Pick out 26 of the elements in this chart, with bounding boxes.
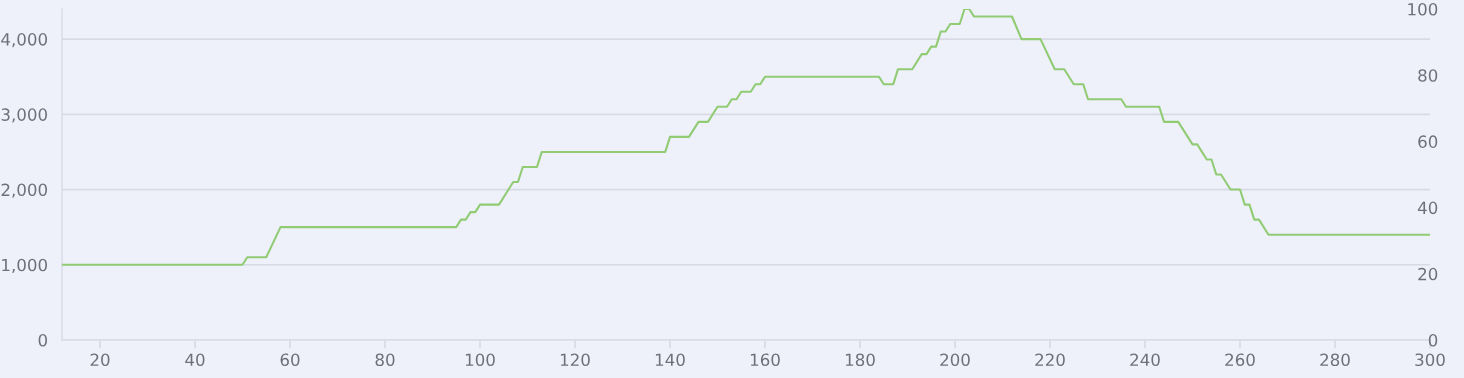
y2-tick-label: 20 [1418,267,1438,281]
y-tick-label: 3,000 [1,108,47,123]
x-tick-label: 120 [560,353,590,367]
x-tick-label: 100 [465,353,495,367]
x-tick-label: 140 [655,353,685,367]
y2-tick-label: 60 [1418,135,1438,148]
x-tick-label: 280 [1320,353,1350,367]
y-tick-label: 1,000 [2,258,47,274]
y2-tick-label: 100 [1408,2,1438,16]
x-tick-label: 200 [940,353,970,367]
x-tick-label: 160 [750,353,780,367]
x-tick-label: 60 [280,353,300,367]
y-tick-label: 4,000 [1,33,47,48]
x-tick-label: 240 [1130,353,1160,367]
x-tick-label: 20 [90,353,110,367]
x-tick-label: 220 [1035,353,1065,367]
y-tick-label: 2,000 [1,183,47,198]
y2-tick-label: 80 [1418,69,1438,82]
y2-tick-label: 0 [1428,333,1438,347]
x-tick-label: 260 [1225,353,1255,367]
x-tick-label: 300 [1415,353,1445,367]
y2-tick-label: 40 [1417,201,1438,215]
y-tick-label: 0 [38,333,47,347]
x-tick-label: 80 [375,353,395,367]
x-tick-label: 180 [845,353,875,367]
x-tick-label: 40 [185,353,205,367]
